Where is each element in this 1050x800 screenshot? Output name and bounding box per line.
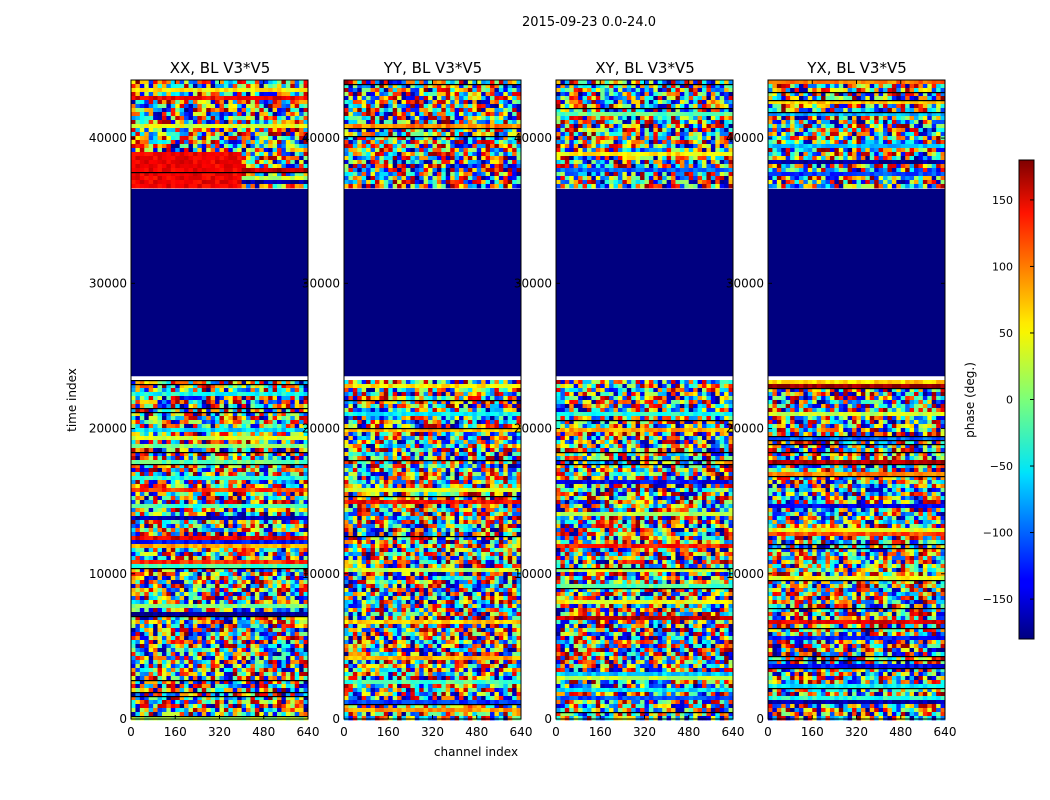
x-tick-label: 640 <box>510 725 533 739</box>
x-axis-label: channel index <box>434 745 518 759</box>
x-tick-label: 480 <box>252 725 275 739</box>
colorbar-tick-label: −50 <box>990 460 1013 473</box>
heatmap-panel-yy <box>344 80 521 720</box>
x-tick-label: 0 <box>127 725 135 739</box>
y-axis-label: time index <box>65 368 79 432</box>
x-tick-label: 320 <box>208 725 231 739</box>
y-tick-label: 0 <box>332 712 340 726</box>
phase-waterfall-figure: 2015-09-23 0.0-24.0 XX, BL V3*V5 YY, BL … <box>0 0 1050 800</box>
x-tick-label: 320 <box>633 725 656 739</box>
x-tick-label: 160 <box>164 725 187 739</box>
y-tick-label: 10000 <box>89 567 127 581</box>
y-tick-label: 30000 <box>514 276 552 290</box>
y-tick-label: 10000 <box>514 567 552 581</box>
y-tick-label: 30000 <box>302 276 340 290</box>
x-tick-label: 640 <box>297 725 320 739</box>
x-tick-label: 640 <box>934 725 957 739</box>
y-tick-label: 0 <box>544 712 552 726</box>
x-tick-label: 0 <box>764 725 772 739</box>
flagged-block <box>556 189 733 376</box>
flagged-block <box>768 189 945 376</box>
y-tick-label: 20000 <box>514 422 552 436</box>
y-tick-label: 30000 <box>726 276 764 290</box>
y-tick-label: 20000 <box>726 422 764 436</box>
panel-title-xx: XX, BL V3*V5 <box>170 59 271 77</box>
heatmap-panel-xx <box>131 80 308 720</box>
x-tick-label: 480 <box>677 725 700 739</box>
y-tick-label: 40000 <box>302 131 340 145</box>
x-tick-label: 320 <box>421 725 444 739</box>
x-tick-label: 160 <box>377 725 400 739</box>
colorbar-tick-label: 150 <box>992 194 1013 207</box>
colorbar-tick-label: 0 <box>1006 394 1013 407</box>
y-tick-label: 0 <box>119 712 127 726</box>
y-tick-label: 40000 <box>514 131 552 145</box>
x-tick-label: 160 <box>589 725 612 739</box>
y-tick-label: 40000 <box>89 131 127 145</box>
y-tick-label: 10000 <box>302 567 340 581</box>
figure-suptitle: 2015-09-23 0.0-24.0 <box>522 15 656 30</box>
heatmap-panel-yx <box>768 80 945 720</box>
y-tick-label: 10000 <box>726 567 764 581</box>
x-tick-label: 0 <box>340 725 348 739</box>
flagged-block <box>344 189 521 376</box>
heatmap-panel-xy <box>556 80 733 720</box>
panel-title-xy: XY, BL V3*V5 <box>595 59 695 77</box>
colorbar-tick-label: −100 <box>983 527 1013 540</box>
y-tick-label: 40000 <box>726 131 764 145</box>
y-tick-label: 20000 <box>302 422 340 436</box>
x-tick-label: 640 <box>722 725 745 739</box>
colorbar-tick-label: 100 <box>992 260 1013 273</box>
x-tick-label: 320 <box>845 725 868 739</box>
panel-title-yx: YX, BL V3*V5 <box>806 59 907 77</box>
y-tick-label: 20000 <box>89 422 127 436</box>
colorbar-tick-label: 50 <box>999 327 1013 340</box>
colorbar-tick-label: −150 <box>983 593 1013 606</box>
y-tick-label: 30000 <box>89 276 127 290</box>
x-tick-label: 480 <box>889 725 912 739</box>
flagged-block <box>131 189 308 376</box>
y-tick-label: 0 <box>756 712 764 726</box>
colorbar-label: phase (deg.) <box>963 362 977 438</box>
x-tick-label: 160 <box>801 725 824 739</box>
x-tick-label: 480 <box>465 725 488 739</box>
panel-title-yy: YY, BL V3*V5 <box>383 59 482 77</box>
x-tick-label: 0 <box>552 725 560 739</box>
